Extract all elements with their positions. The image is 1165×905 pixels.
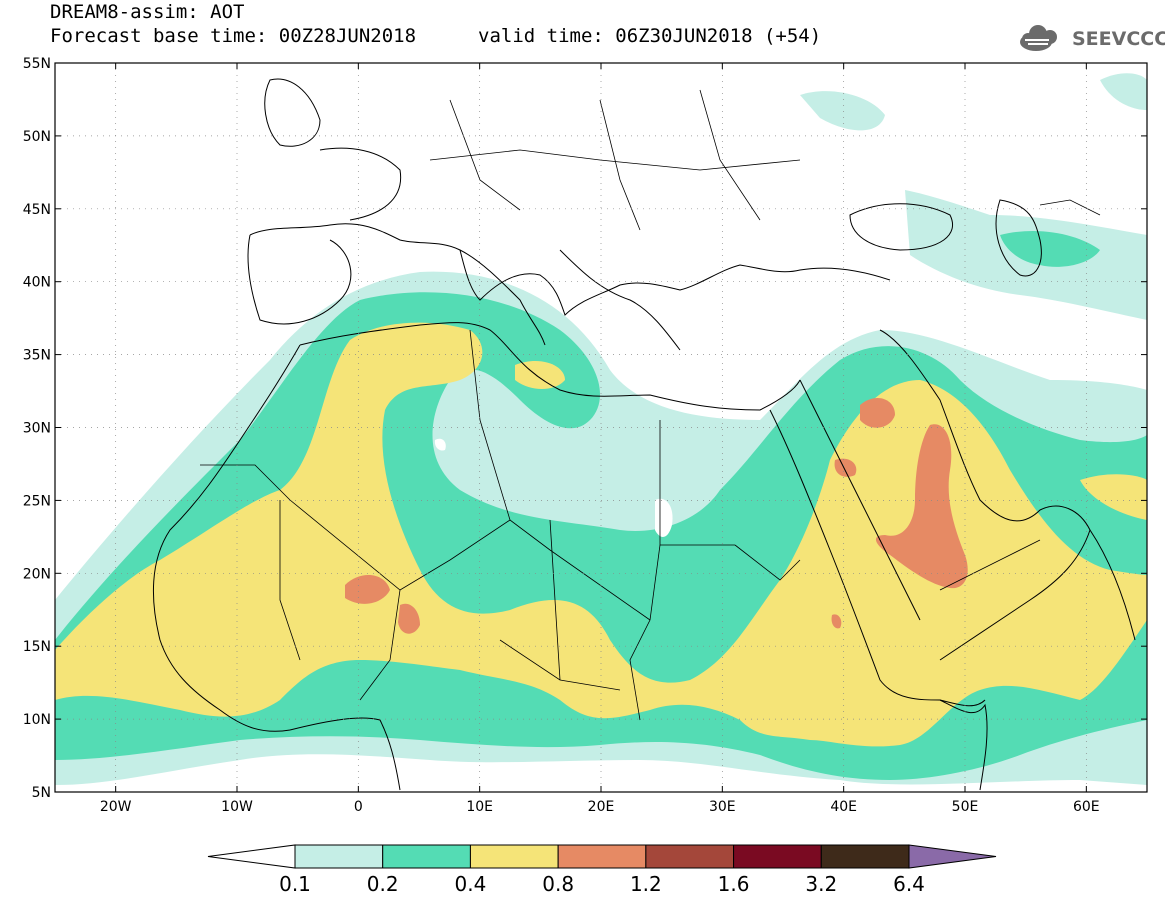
lon-tick-label: 10E <box>466 799 493 815</box>
colorbar-label: 0.2 <box>367 872 399 896</box>
country-borders <box>200 89 1101 721</box>
colorbar-low-arrow <box>207 844 296 869</box>
map-title: DREAM8-assim: AOT <box>50 1 245 23</box>
colorbar-label: 0.1 <box>279 872 311 896</box>
lon-tick-label: 10W <box>221 799 253 815</box>
forecast-base-time: Forecast base time: 00Z28JUN2018 <box>50 25 417 47</box>
lat-tick-label: 15N <box>23 639 51 655</box>
lon-tick-label: 20E <box>588 799 615 815</box>
colorbar-swatch <box>469 844 559 869</box>
aot-level-0.8 <box>345 397 968 634</box>
colorbar-swatch <box>557 844 647 869</box>
logo-text: SEEVCCC <box>1072 28 1165 50</box>
colorbar-label: 1.6 <box>718 872 750 896</box>
colorbar-swatch <box>294 844 384 869</box>
lat-tick-label: 40N <box>23 275 51 291</box>
lat-tick-label: 10N <box>23 712 51 728</box>
lon-tick-label: 40E <box>830 799 857 815</box>
lon-tick-label: 30E <box>709 799 736 815</box>
colorbar-high-arrow <box>908 844 997 869</box>
valid-time: valid time: 06Z30JUN2018 (+54) <box>478 25 822 47</box>
colorbar-swatch <box>645 844 735 869</box>
graticule <box>55 63 1147 792</box>
lat-tick-label: 50N <box>23 129 51 145</box>
aot-level-0.4 <box>55 322 1147 747</box>
lat-tick-label: 5N <box>32 785 51 801</box>
colorbar-label: 1.2 <box>630 872 662 896</box>
colorbar-label: 0.4 <box>455 872 487 896</box>
lat-tick-label: 55N <box>23 56 51 72</box>
lat-tick-label: 30N <box>23 421 51 437</box>
lon-tick-label: 20W <box>100 799 132 815</box>
colorbar-label: 6.4 <box>893 872 925 896</box>
lat-tick-label: 25N <box>23 493 51 509</box>
colorbar-swatch <box>733 844 822 869</box>
lat-tick-label: 35N <box>23 348 51 364</box>
colorbar-swatch <box>382 844 471 869</box>
coastlines <box>153 78 1136 791</box>
axis-ticks: 55N 50N 45N 40N 35N 30N 25N 20N 15N 10N 5N 20W 10W 0 1… <box>23 56 1147 815</box>
colorbar-label: 3.2 <box>805 872 837 896</box>
aot-field <box>55 73 1147 786</box>
lon-tick-label: 60E <box>1073 799 1100 815</box>
lon-tick-label: 0 <box>354 799 363 815</box>
lat-tick-label: 20N <box>23 566 51 582</box>
colorbar-label: 0.8 <box>542 872 574 896</box>
colorbar-swatch <box>820 844 910 869</box>
seevccc-logo <box>1020 25 1057 51</box>
lat-tick-label: 45N <box>23 202 51 218</box>
colorbar: 0.1 0.2 0.4 0.8 1.2 1.6 3.2 6.4 <box>207 844 997 896</box>
lon-tick-label: 50E <box>952 799 979 815</box>
